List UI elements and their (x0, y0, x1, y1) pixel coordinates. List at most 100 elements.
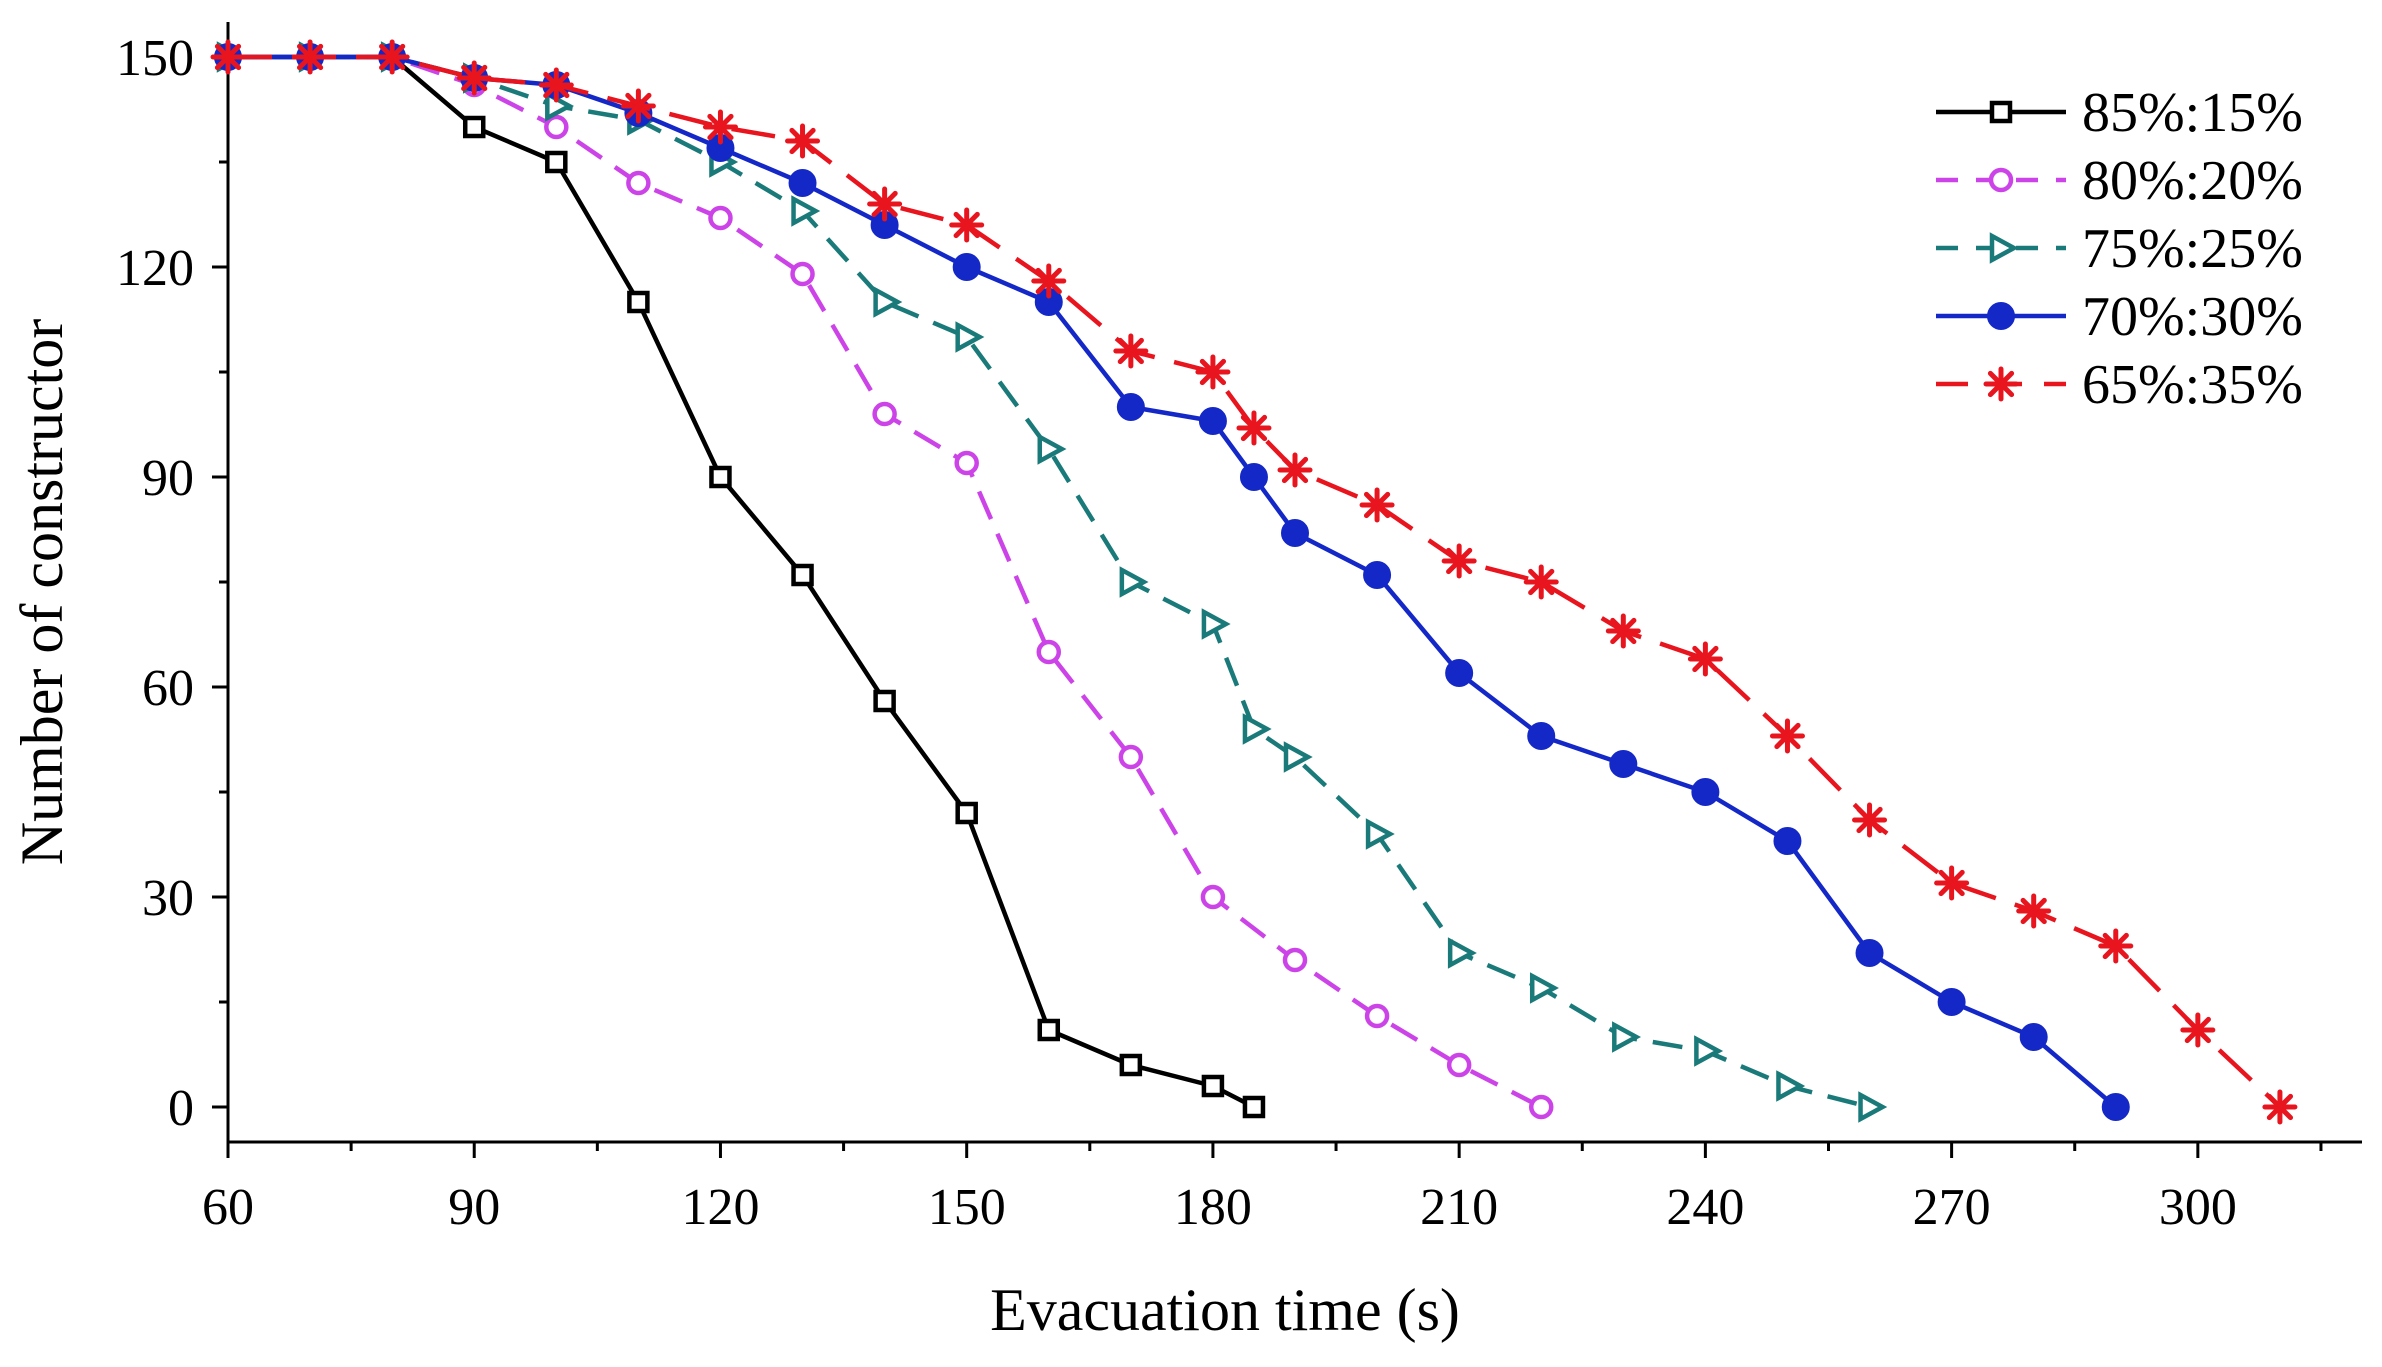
data-point (1523, 564, 1559, 600)
data-point-stroke (625, 92, 652, 120)
data-point-stroke (2266, 1093, 2294, 1121)
legend-label: 70%:30% (2082, 286, 2303, 348)
data-point (1119, 566, 1149, 598)
x-tick-label: 90 (448, 1179, 500, 1236)
legend-label: 65%:35% (2082, 354, 2303, 416)
data-point (1037, 433, 1067, 465)
data-point (1242, 713, 1272, 745)
data-point-stroke (2020, 897, 2047, 925)
data-point (791, 563, 814, 587)
y-axis-title: Number of constructor (9, 319, 75, 866)
legend-item: 70%:30% (1936, 286, 2303, 348)
data-point (872, 401, 897, 427)
series-line (228, 54, 2118, 1109)
data-point (1201, 608, 1231, 640)
y-axis: 0 30 60 90 120 150 (116, 30, 228, 1137)
plot-frame (226, 22, 2362, 1144)
data-point (1031, 263, 1067, 299)
data-point-stroke (1528, 568, 1555, 596)
data-point (1694, 1035, 1724, 1067)
y-tick-label: 60 (142, 660, 194, 717)
series-4 (210, 39, 2298, 1125)
data-point (954, 450, 979, 476)
data-point (1364, 1003, 1390, 1029)
y-tick-label: 120 (116, 240, 194, 297)
data-point (544, 114, 569, 140)
legend-marker (1988, 167, 2014, 193)
data-point-stroke (1692, 645, 1719, 673)
data-point (292, 39, 328, 75)
y-tick-label: 150 (116, 30, 194, 87)
data-point (1529, 972, 1559, 1004)
series-line (228, 54, 1255, 1110)
data-point-stroke (1035, 267, 1062, 295)
data-point (709, 465, 732, 489)
x-tick-label: 120 (681, 1179, 759, 1236)
data-point-stroke (1774, 722, 1801, 750)
legend-marker (1989, 232, 2019, 264)
data-point (626, 170, 651, 196)
data-point (2019, 1023, 2048, 1051)
data-point (1201, 1074, 1225, 1098)
data-point (620, 88, 656, 124)
x-axis: 60 90 120 150 180 210 240 270 300 (202, 1142, 2323, 1236)
legend-marker (1983, 366, 2019, 402)
data-point (2101, 1093, 2130, 1121)
legend-label: 85%:15% (2082, 82, 2303, 144)
data-point (545, 150, 568, 174)
x-tick-label: 180 (1174, 1179, 1252, 1236)
data-point-stroke (543, 71, 570, 99)
data-point-stroke (953, 211, 980, 239)
x-tick-label: 210 (1420, 1179, 1498, 1236)
data-point-stroke (1610, 617, 1637, 645)
data-point (2262, 1089, 2298, 1125)
data-point (1283, 741, 1313, 773)
data-point-stroke (707, 113, 734, 141)
data-point (955, 321, 985, 353)
data-point (1118, 744, 1144, 770)
legend-item: 65%:35% (1936, 354, 2303, 416)
data-point (1365, 818, 1395, 850)
data-point-stroke (1363, 491, 1391, 519)
series-3 (214, 43, 2130, 1121)
data-point-stroke (214, 43, 242, 71)
data-point (1200, 884, 1226, 910)
x-tick-label: 240 (1666, 1179, 1744, 1236)
x-axis-title: Evacuation time (s) (990, 1277, 1460, 1343)
legend-label: 75%:25% (2082, 218, 2303, 280)
data-point (1769, 718, 1805, 754)
y-tick-label: 30 (142, 870, 194, 927)
data-point (791, 195, 821, 227)
data-point (1605, 613, 1641, 649)
data-point (873, 689, 896, 713)
data-point (1236, 410, 1272, 446)
data-point (1773, 827, 1802, 855)
data-point (1198, 407, 1227, 435)
series-0 (216, 45, 1266, 1119)
data-point (708, 205, 733, 231)
data-point (873, 286, 903, 318)
data-point (1934, 865, 1970, 901)
legend-item: 80%:20% (1936, 150, 2303, 212)
data-point (2016, 893, 2052, 929)
data-point (538, 67, 574, 103)
data-point (952, 253, 981, 281)
data-point (1937, 988, 1966, 1016)
data-point (1687, 641, 1723, 677)
data-point (702, 109, 738, 145)
data-point-stroke (461, 64, 488, 92)
data-point (1527, 722, 1556, 750)
data-point (462, 115, 486, 139)
data-point (1119, 1053, 1143, 1077)
data-point (1363, 561, 1392, 589)
data-point (1277, 452, 1313, 488)
data-point-stroke (1240, 414, 1268, 442)
data-point (1776, 1070, 1806, 1102)
data-point (2098, 928, 2134, 964)
data-point (1037, 1018, 1061, 1042)
data-point (1609, 750, 1638, 778)
data-point (1528, 1094, 1554, 1120)
data-point (785, 123, 821, 159)
x-tick-label: 150 (928, 1179, 1006, 1236)
